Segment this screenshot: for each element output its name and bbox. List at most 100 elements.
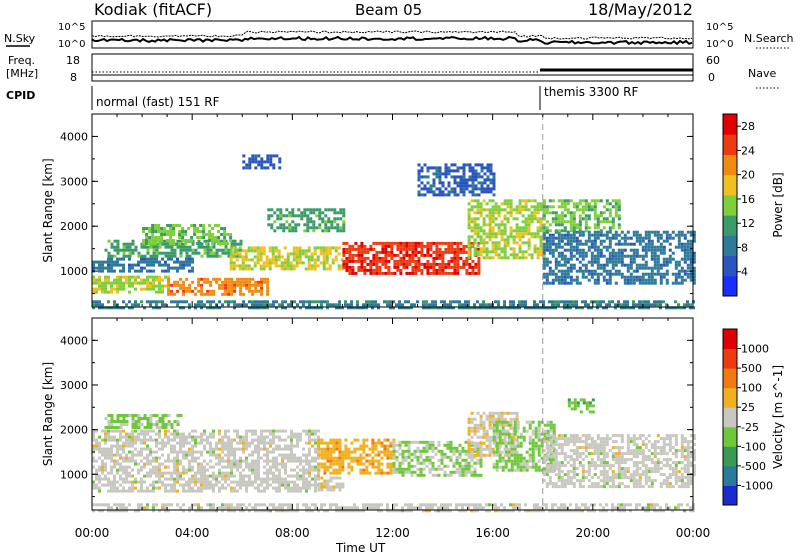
data-cell [395, 443, 399, 447]
data-cell [196, 242, 200, 245]
data-cell [524, 202, 528, 206]
data-cell [653, 260, 657, 264]
data-cell [314, 474, 317, 478]
data-cell [311, 429, 314, 433]
data-cell [416, 461, 420, 465]
data-cell [236, 447, 239, 451]
data-cell [344, 450, 348, 454]
data-cell [488, 214, 492, 218]
data-cell [236, 435, 239, 439]
data-cell [152, 287, 155, 291]
data-cell [408, 259, 412, 263]
data-cell [251, 483, 254, 487]
data-cell [241, 264, 245, 268]
data-cell [284, 486, 287, 490]
data-cell [611, 233, 615, 237]
data-cell [356, 306, 359, 310]
data-cell [272, 459, 275, 463]
data-cell [491, 420, 495, 424]
data-cell [485, 214, 489, 218]
data-cell [542, 226, 546, 230]
data-cell [188, 447, 191, 451]
data-cell [317, 468, 321, 472]
data-cell [644, 230, 648, 234]
data-cell [527, 214, 531, 218]
data-cell [197, 465, 200, 469]
data-cell [494, 417, 498, 421]
data-cell [217, 236, 221, 239]
data-cell [671, 257, 675, 261]
data-cell [375, 256, 379, 260]
data-cell [263, 280, 267, 284]
data-cell [149, 263, 152, 267]
data-cell [104, 453, 107, 457]
data-cell [486, 175, 490, 179]
data-cell [605, 220, 609, 224]
data-cell [212, 465, 215, 469]
data-cell [326, 450, 330, 454]
data-cell [227, 292, 231, 296]
data-cell [689, 254, 693, 258]
data-cell [295, 264, 299, 268]
data-cell [596, 254, 600, 258]
data-cell [407, 455, 411, 459]
data-cell [254, 468, 257, 472]
data-cell [280, 261, 284, 265]
data-cell [205, 242, 209, 245]
data-cell [507, 435, 511, 439]
data-cell [224, 245, 228, 249]
data-cell [656, 230, 660, 234]
data-cell [369, 259, 373, 263]
data-cell [647, 239, 651, 243]
data-cell [197, 480, 200, 484]
data-cell [188, 489, 191, 493]
data-cell [282, 229, 286, 233]
data-cell [233, 450, 236, 454]
data-cell [488, 199, 492, 203]
data-cell [578, 248, 582, 252]
data-cell [512, 303, 515, 307]
data-cell [533, 244, 537, 248]
noise-search-line [91, 30, 693, 40]
data-cell [312, 211, 316, 215]
data-cell [398, 440, 402, 444]
data-cell [501, 432, 505, 436]
data-cell [270, 223, 274, 227]
data-cell [441, 268, 445, 272]
data-cell [251, 453, 254, 457]
data-cell [176, 453, 179, 457]
data-cell [224, 300, 227, 304]
data-cell [464, 440, 468, 444]
data-cell [377, 306, 380, 310]
data-cell [353, 438, 357, 442]
data-cell [208, 224, 212, 227]
data-cell [557, 303, 560, 307]
data-cell [572, 233, 576, 237]
data-cell [411, 250, 415, 254]
data-cell [217, 230, 221, 233]
data-cell [227, 286, 231, 290]
data-cell [401, 306, 404, 310]
data-cell [197, 450, 200, 454]
data-cell [617, 269, 621, 273]
data-cell [441, 259, 445, 263]
data-cell [521, 208, 525, 212]
data-cell [575, 208, 579, 212]
data-cell [317, 465, 320, 469]
data-cell [680, 242, 684, 246]
data-region [267, 208, 346, 233]
data-cell [306, 214, 310, 218]
data-cell [435, 262, 439, 266]
data-cell [504, 465, 508, 469]
data-cell [161, 290, 164, 294]
data-cell [227, 303, 230, 307]
data-cell [438, 265, 442, 269]
data-cell [620, 306, 623, 310]
data-cell [101, 447, 104, 451]
data-cell [354, 241, 358, 245]
data-cell [227, 471, 230, 475]
data-cell [494, 411, 498, 415]
data-cell [363, 247, 367, 251]
data-cell [393, 265, 397, 269]
